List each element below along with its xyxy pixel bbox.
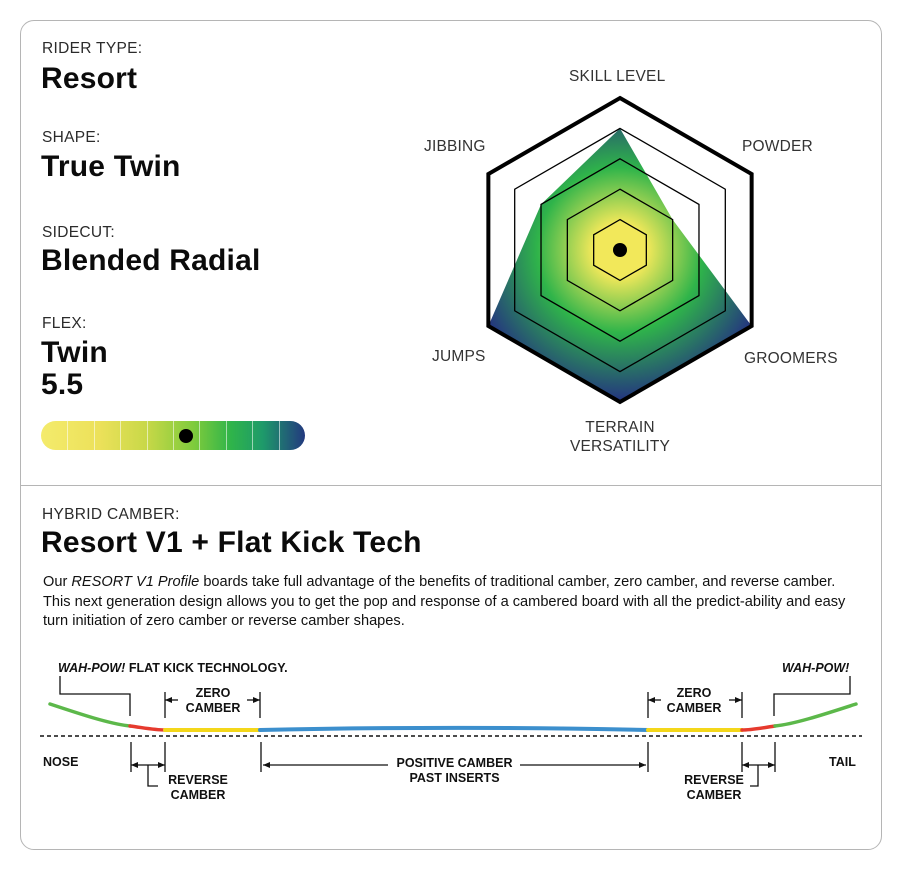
positive-camber-segment	[258, 725, 650, 732]
radar-ring	[486, 95, 754, 405]
flex-scale-tick	[252, 421, 254, 450]
rider-type-value: Resort	[41, 62, 138, 95]
flex-scale-tick	[120, 421, 122, 450]
rider-type-label: RIDER TYPE:	[42, 40, 143, 57]
flex-scale-tick	[93, 421, 95, 450]
zero-camber-label-tail: ZERO CAMBER	[666, 686, 722, 715]
reverse-camber-segment-tail	[740, 724, 777, 732]
wahpow-right-text: WAH-POW!	[782, 661, 850, 675]
radar-center-dot	[613, 243, 627, 257]
flex-value-name: Twin	[41, 336, 108, 369]
shape-value: True Twin	[41, 150, 181, 183]
flex-scale-tick	[67, 421, 69, 450]
riding-style-radar-chart	[486, 95, 754, 405]
zero-camber-label-nose: ZERO CAMBER	[185, 686, 241, 715]
flex-scale-bar	[41, 421, 305, 450]
axis-label-powder: POWDER	[742, 138, 813, 155]
axis-label-skill-level: SKILL LEVEL	[569, 68, 666, 85]
terrain-line2: VERSATILITY	[569, 438, 671, 455]
terrain-line1: TERRAIN	[585, 419, 655, 436]
sidecut-value: Blended Radial	[41, 244, 261, 277]
flat-kick-technology-label: WAH-POW! FLAT KICK TECHNOLOGY.	[58, 661, 288, 676]
axis-label-jibbing: JIBBING	[424, 138, 486, 155]
camber-description: Our RESORT V1 Profile boards take full a…	[43, 573, 865, 632]
desc-post: boards take full advantage of the benefi…	[43, 574, 846, 630]
flex-rating-marker	[179, 429, 194, 443]
nose-label: NOSE	[43, 755, 79, 769]
axis-label-terrain-versatility: TERRAIN VERSATILITY	[566, 418, 674, 456]
axis-label-jumps: JUMPS	[432, 348, 486, 365]
wahpow-left-text: WAH-POW!	[58, 661, 126, 675]
tail-label: TAIL	[829, 755, 856, 769]
radar-ring	[566, 188, 674, 312]
flex-scale-tick	[225, 421, 227, 450]
radar-ring	[593, 218, 647, 282]
radar-ring	[540, 158, 700, 342]
reverse-camber-segment-nose	[128, 724, 167, 732]
wahpow-right-label: WAH-POW!	[782, 661, 849, 676]
flat-kick-callout-line	[59, 676, 131, 716]
kick-segment-nose	[48, 702, 132, 728]
flex-value-number: 5.5	[41, 368, 84, 401]
sidecut-label: SIDECUT:	[42, 224, 116, 241]
reverse-camber-label-tail: REVERSE CAMBER	[684, 773, 744, 802]
flex-label: FLEX:	[42, 315, 87, 332]
radar-ring	[514, 127, 726, 373]
reverse-camber-label-nose: REVERSE CAMBER	[168, 773, 228, 802]
wahpow-right-callout-line	[773, 676, 851, 716]
positive-camber-label: POSITIVE CAMBER PAST INSERTS	[396, 756, 513, 785]
flex-scale-tick	[278, 421, 280, 450]
camber-title: Resort V1 + Flat Kick Tech	[41, 526, 422, 559]
flex-scale-tick	[173, 421, 174, 450]
camber-label: HYBRID CAMBER:	[42, 506, 180, 523]
desc-pre: Our	[43, 574, 72, 590]
desc-italic: RESORT V1 Profile	[71, 574, 200, 590]
axis-label-groomers: GROOMERS	[744, 350, 838, 367]
kick-segment-tail	[773, 702, 858, 728]
section-divider	[20, 485, 882, 486]
flat-kick-text: FLAT KICK TECHNOLOGY.	[125, 661, 288, 675]
flex-scale-tick	[146, 421, 148, 450]
shape-label: SHAPE:	[42, 129, 101, 146]
flex-scale-tick	[199, 421, 201, 450]
